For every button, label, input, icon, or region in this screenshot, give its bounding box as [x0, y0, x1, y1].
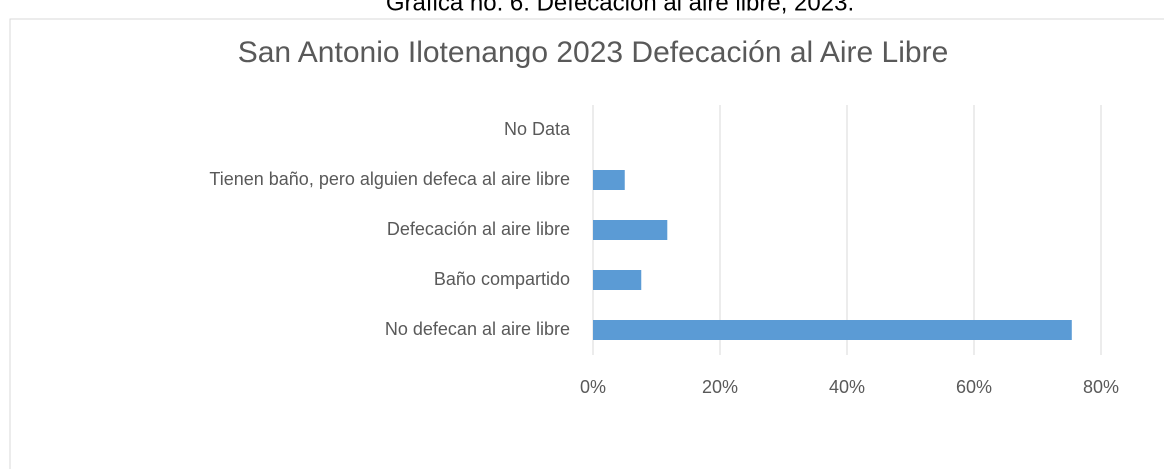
bar	[593, 170, 625, 190]
chart-frame	[9, 18, 1164, 469]
y-tick-label: No defecan al aire libre	[385, 319, 570, 339]
x-tick-label: 20%	[702, 377, 738, 397]
x-tick-label: 40%	[829, 377, 865, 397]
x-tick-label: 80%	[1083, 377, 1119, 397]
y-tick-label: Baño compartido	[434, 269, 570, 289]
y-tick-label: Defecación al aire libre	[387, 219, 570, 239]
x-tick-label: 60%	[956, 377, 992, 397]
bar	[593, 270, 642, 290]
y-tick-label: No Data	[504, 119, 571, 139]
bar	[593, 320, 1072, 340]
x-tick-label: 0%	[580, 377, 606, 397]
y-tick-label: Tienen baño, pero alguien defeca al aire…	[209, 169, 570, 189]
bar	[593, 220, 668, 240]
caption: Gráfica no. 6: Defecación al aire libre,…	[386, 0, 854, 16]
chart-title: San Antonio Ilotenango 2023 Defecación a…	[238, 36, 949, 69]
